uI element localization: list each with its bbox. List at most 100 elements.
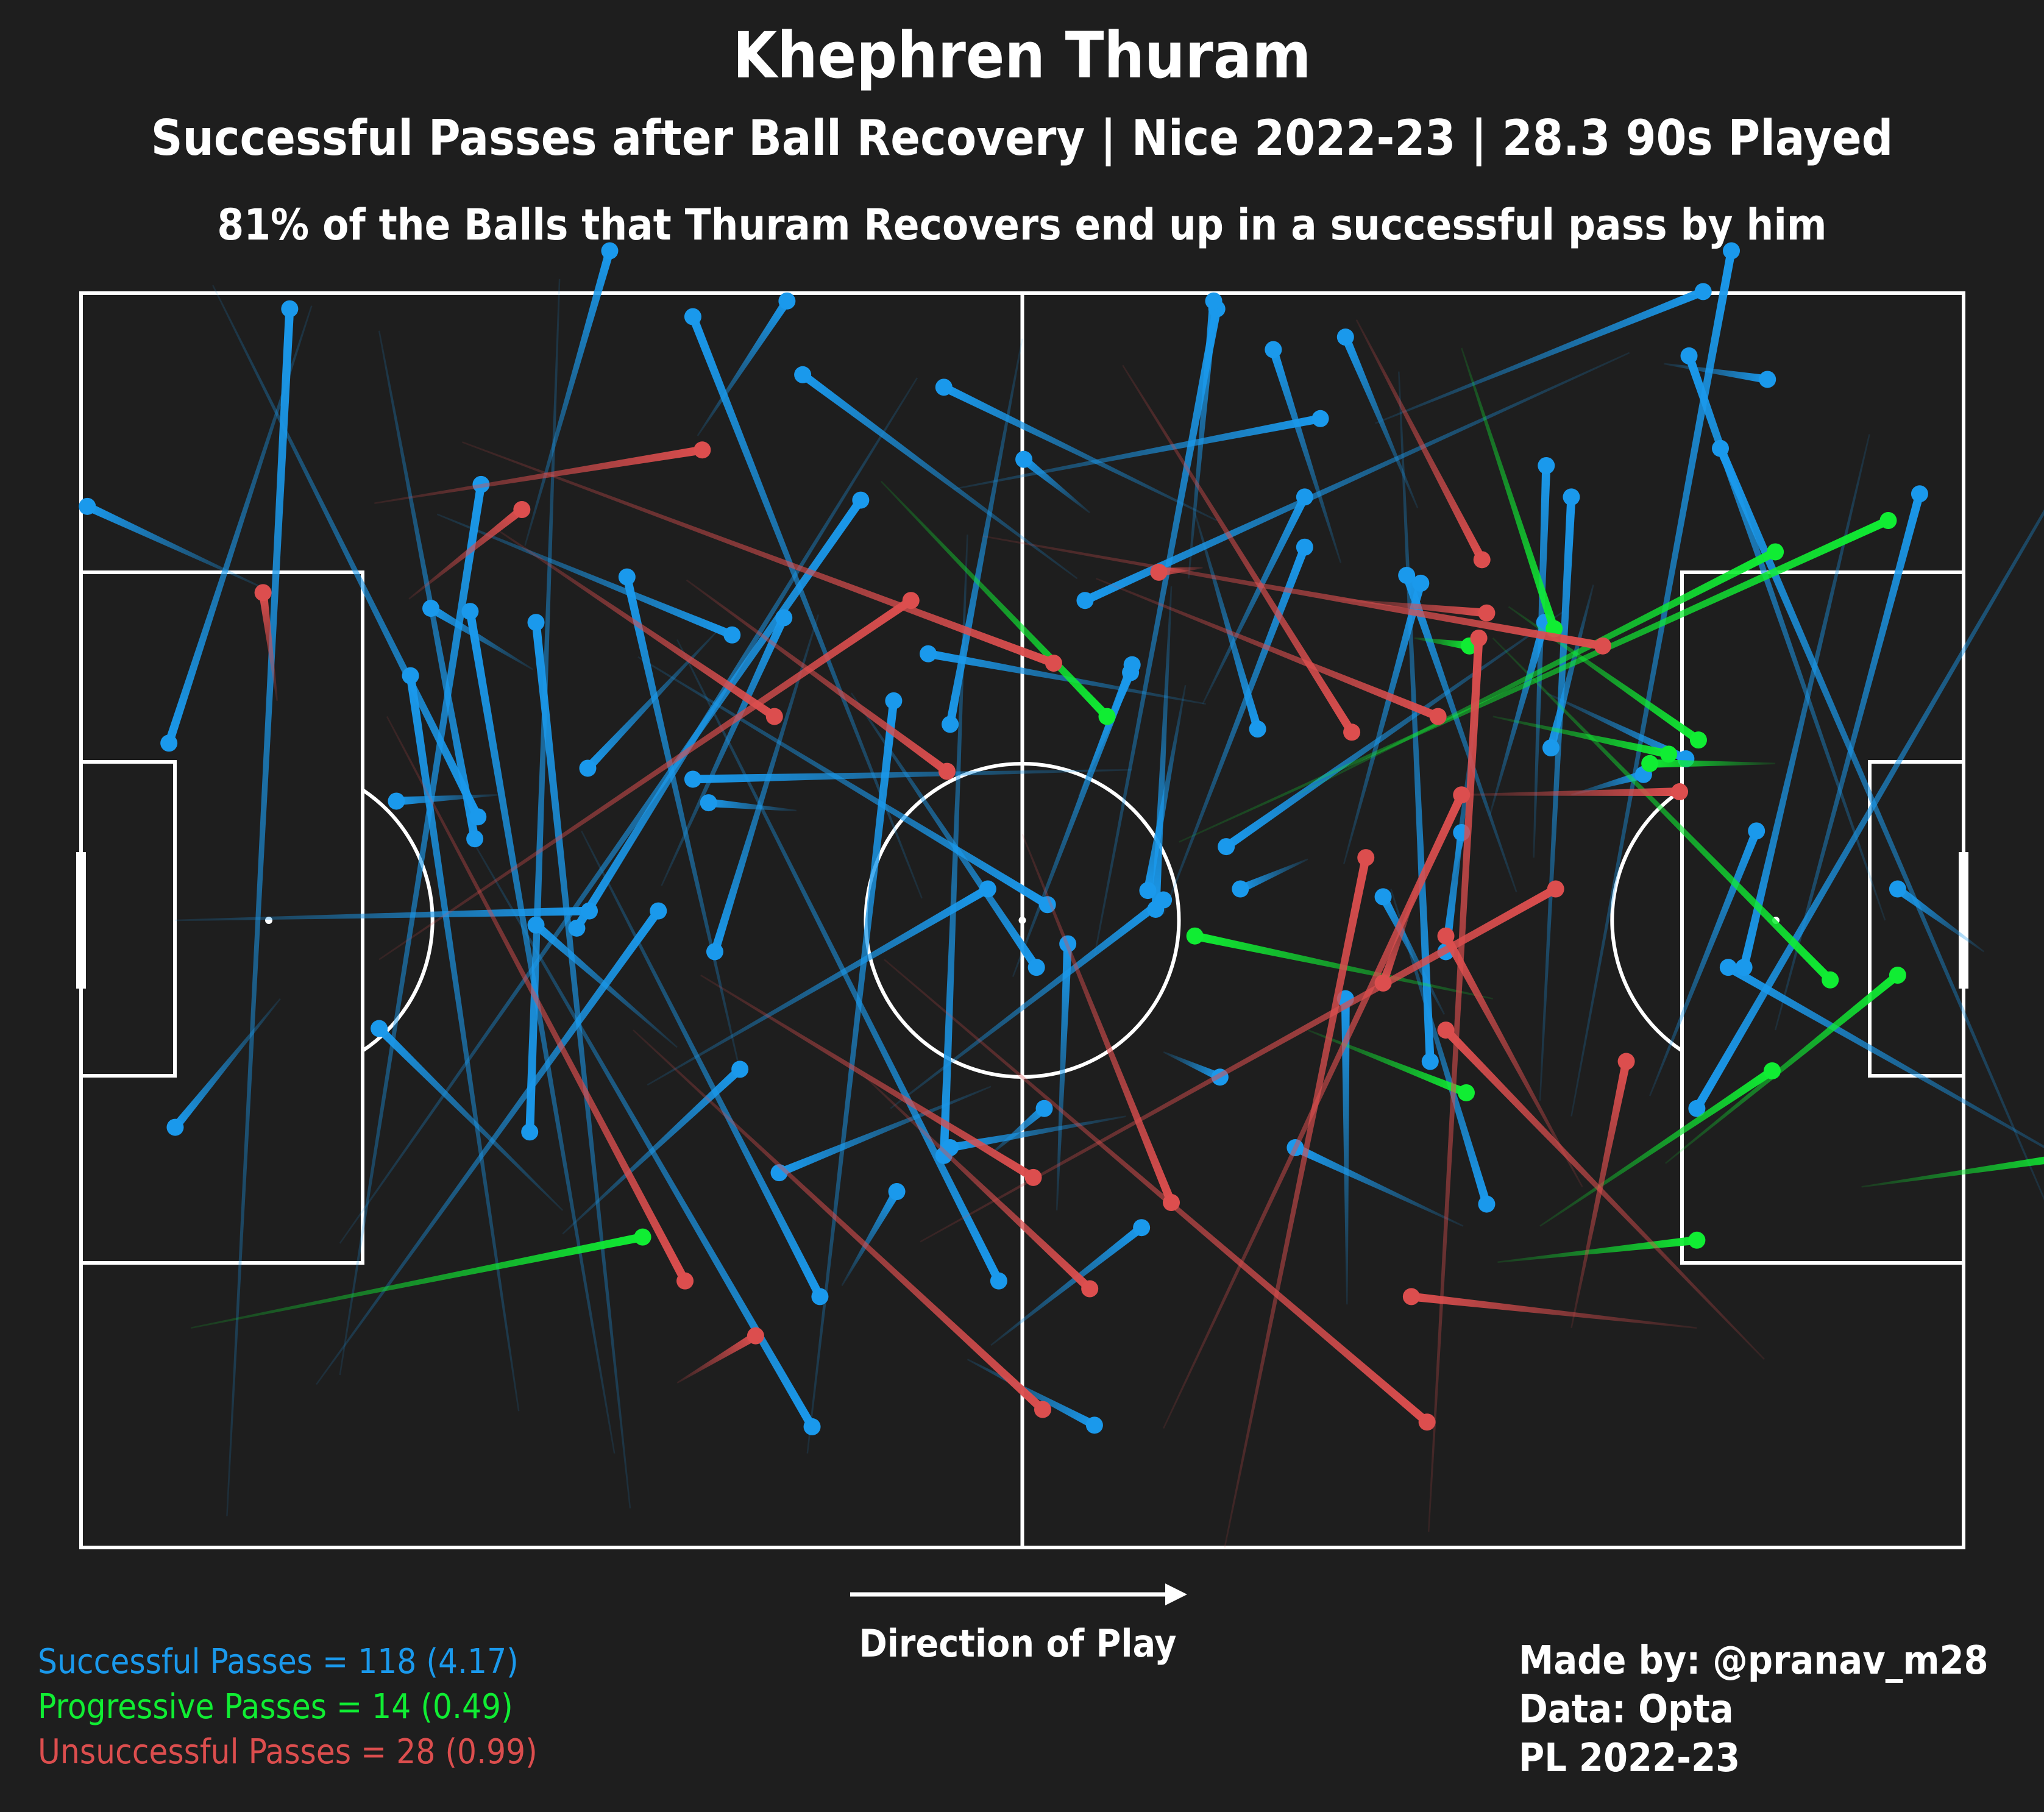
- pass-end-marker: [579, 759, 597, 777]
- pass-end-marker: [650, 902, 667, 920]
- pass-line: [1492, 638, 1834, 983]
- pass-end-marker: [1457, 1084, 1475, 1101]
- pass-line: [1336, 598, 1488, 617]
- pass-line: [1293, 1143, 1464, 1227]
- pass-line: [1341, 998, 1350, 1305]
- pass-line: [982, 535, 1604, 650]
- pass-end-marker: [1763, 1062, 1781, 1079]
- pass-line: [573, 377, 918, 931]
- pass-line: [1693, 509, 2044, 1111]
- pass-end-marker: [1296, 538, 1313, 556]
- pass-end-marker: [1689, 731, 1707, 749]
- pitch: [76, 291, 1968, 1549]
- pass-end-marker: [1437, 927, 1455, 945]
- pass-end-marker: [371, 1020, 388, 1037]
- pass-line: [1411, 1292, 1697, 1329]
- pass-line: [1238, 858, 1308, 893]
- pass-line: [165, 305, 313, 745]
- pass-end-marker: [684, 770, 701, 788]
- pass-end-marker: [1421, 1053, 1439, 1070]
- pass-line: [1056, 943, 1073, 1210]
- pass-line: [1489, 621, 1549, 815]
- pass-line: [1224, 856, 1371, 1548]
- pass-end-marker: [1478, 604, 1496, 622]
- pass-end-marker: [1336, 329, 1354, 346]
- pass-line: [661, 616, 788, 886]
- pass-line: [1143, 684, 1187, 892]
- pass-end-marker: [601, 242, 619, 260]
- pass-end-marker: [1748, 822, 1765, 840]
- pass-line: [376, 1025, 564, 1211]
- direction-arrow: [850, 1583, 1187, 1605]
- pass-line: [1684, 354, 1886, 921]
- pass-end-marker: [1889, 967, 1906, 984]
- pass-end-marker: [684, 308, 701, 325]
- pass-end-marker: [422, 600, 440, 617]
- pass-line: [1665, 972, 1901, 1164]
- pass-line: [1726, 964, 2044, 1149]
- pass-line: [1343, 582, 1425, 864]
- pass-end-marker: [1538, 457, 1555, 474]
- pass-end-marker: [281, 300, 299, 318]
- pass-end-marker: [1911, 485, 1928, 503]
- pass-end-marker: [1232, 880, 1249, 898]
- pass-end-marker: [1186, 927, 1204, 945]
- pass-line: [1716, 446, 2044, 1201]
- pass-end-marker: [852, 491, 870, 509]
- pass-end-marker: [1594, 637, 1611, 655]
- pass-line: [806, 700, 898, 1454]
- credit-data-source: Data: Opta: [1519, 1687, 1734, 1732]
- pass-line: [374, 446, 703, 504]
- pass-end-marker: [920, 645, 937, 663]
- pass-end-marker: [1205, 292, 1222, 310]
- pass-end-marker: [1374, 888, 1392, 906]
- legend-unsuccessful: Unsuccessful Passes = 28 (0.99): [38, 1732, 538, 1772]
- pass-line: [581, 830, 824, 1299]
- pass-line: [1443, 1027, 1765, 1360]
- pass-line: [436, 513, 734, 639]
- pass-line: [1096, 578, 1440, 721]
- pass-end-marker: [1641, 755, 1659, 772]
- pass-end-marker: [1398, 567, 1416, 584]
- pass-line: [850, 692, 1040, 970]
- pass-end-marker: [160, 734, 178, 752]
- pass-line: [689, 315, 923, 899]
- pass-end-marker: [1123, 656, 1141, 673]
- pass-end-marker: [1889, 880, 1906, 898]
- pass-line: [990, 1224, 1144, 1346]
- pass-line: [692, 769, 1132, 784]
- pass-line: [1194, 512, 1262, 731]
- pass-end-marker: [1015, 450, 1033, 468]
- pass-end-marker: [1470, 629, 1488, 647]
- pass-line: [1453, 831, 1466, 878]
- pass-line: [1083, 352, 1630, 605]
- pass-line: [1163, 1051, 1222, 1081]
- pass-line: [1650, 759, 1776, 768]
- pass-line: [1163, 793, 1466, 1429]
- pass-line: [676, 639, 1003, 1283]
- pass-line: [408, 506, 525, 600]
- pass-line: [633, 1029, 1046, 1413]
- pass-line: [172, 998, 281, 1131]
- pass-line: [1492, 716, 1670, 759]
- legend-successful: Successful Passes = 118 (4.17): [38, 1642, 519, 1682]
- pass-end-marker: [990, 1272, 1007, 1290]
- pass-line: [226, 308, 294, 1516]
- pass-end-marker: [1547, 880, 1564, 898]
- pass-end-marker: [1617, 1053, 1635, 1070]
- pass-line: [1414, 637, 1471, 650]
- pass-line: [1442, 934, 1583, 1187]
- pass-line: [939, 535, 968, 1156]
- pass-end-marker: [747, 1327, 764, 1345]
- pass-line: [386, 716, 689, 1283]
- pass-line: [676, 1332, 758, 1384]
- pass-end-marker: [1735, 959, 1753, 976]
- pass-end-marker: [723, 626, 741, 644]
- pass-line: [1570, 1061, 1631, 1329]
- pass-end-marker: [466, 830, 484, 848]
- pass-line: [1539, 1067, 1775, 1227]
- right-six-yard-box: [1868, 760, 1965, 1078]
- pass-line: [1122, 364, 1356, 735]
- pass-end-marker: [513, 501, 531, 519]
